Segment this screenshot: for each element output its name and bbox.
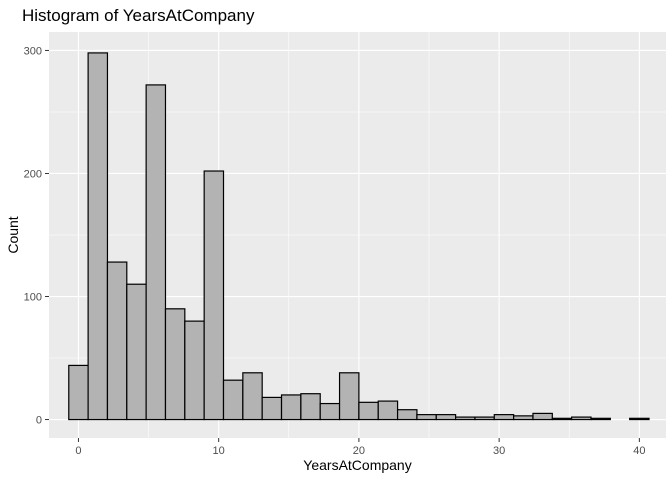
- chart-title: Histogram of YearsAtCompany: [22, 6, 255, 25]
- histogram-bar: [551, 417, 573, 421]
- histogram-bar: [126, 283, 147, 421]
- histogram-bar: [222, 379, 244, 421]
- histogram-bar: [455, 416, 476, 421]
- y-axis: 0 100 200 300: [24, 45, 49, 427]
- histogram-bars: [68, 52, 650, 421]
- histogram-bar: [571, 416, 592, 421]
- histogram-bar: [242, 372, 263, 421]
- x-tick-label: 10: [213, 445, 225, 457]
- y-tick-label: 0: [36, 415, 42, 427]
- grid-lines: [49, 32, 666, 438]
- histogram-bar: [261, 396, 283, 421]
- histogram-bar: [358, 401, 379, 421]
- histogram-bar: [590, 417, 611, 421]
- y-tick-label: 200: [24, 168, 42, 180]
- histogram-bar: [319, 402, 341, 421]
- y-tick-label: 300: [24, 45, 42, 57]
- histogram-bar: [203, 170, 225, 421]
- histogram-bar: [184, 320, 205, 421]
- x-axis-title: YearsAtCompany: [303, 457, 411, 473]
- histogram-bar: [164, 308, 186, 421]
- y-tick-label: 100: [24, 292, 42, 304]
- x-tick-label: 20: [353, 445, 365, 457]
- histogram-bar: [300, 393, 321, 421]
- histogram-bar: [377, 400, 399, 421]
- x-axis: 0 10 20 30 40: [75, 438, 645, 457]
- x-tick-label: 40: [633, 445, 645, 457]
- x-tick-label: 0: [75, 445, 81, 457]
- histogram-bar: [416, 414, 437, 421]
- histogram-bar: [532, 412, 553, 421]
- histogram-bar: [280, 394, 302, 421]
- histogram-bar: [87, 52, 109, 421]
- histogram-bar: [338, 372, 360, 421]
- histogram-bar: [68, 364, 89, 421]
- histogram-bar: [493, 414, 515, 421]
- histogram-bar: [435, 414, 457, 421]
- histogram-bar: [474, 416, 495, 421]
- histogram-bar: [145, 84, 167, 421]
- histogram-bar: [629, 417, 650, 421]
- histogram-bar: [106, 261, 128, 421]
- histogram-bar: [396, 409, 418, 421]
- x-tick-label: 30: [493, 445, 505, 457]
- y-axis-title: Count: [5, 216, 21, 253]
- histogram-bar: [513, 415, 534, 421]
